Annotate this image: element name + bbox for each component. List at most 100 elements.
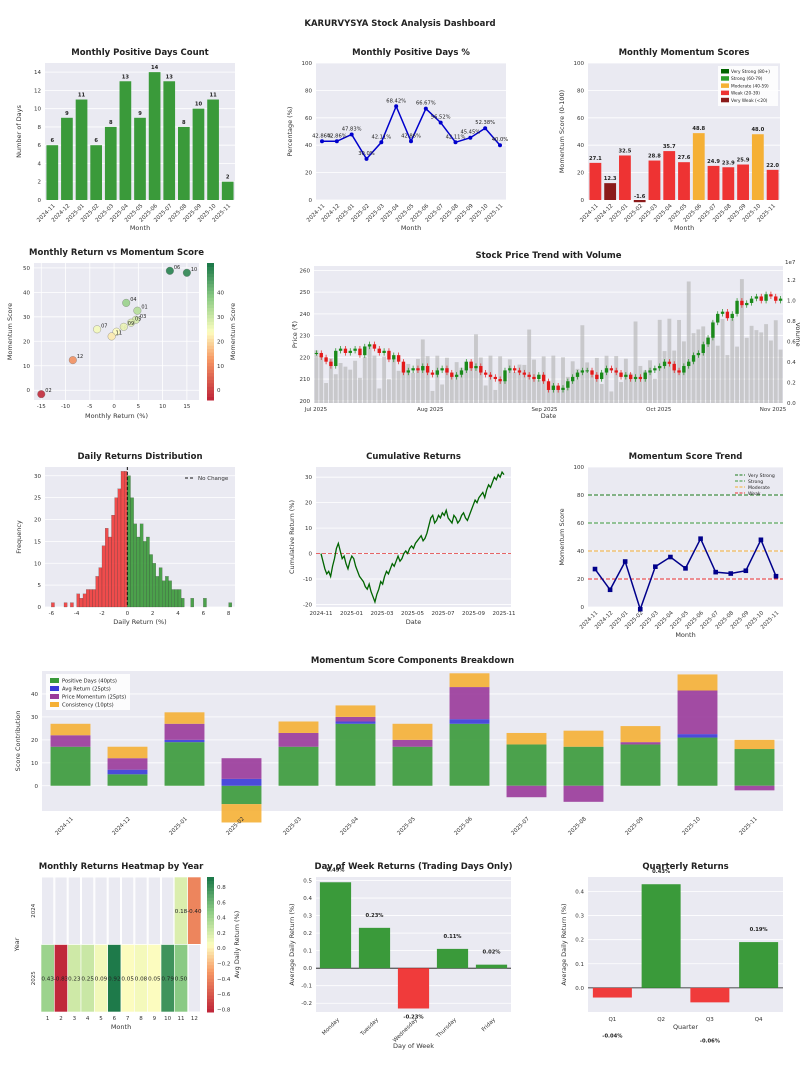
heatmap-cell-label: 0.79 — [161, 976, 174, 982]
y-axis-label: Number of Days — [15, 105, 23, 158]
candle-body — [425, 366, 430, 373]
colorbar-segment — [207, 920, 214, 925]
bar-value-label: -0.04% — [602, 1034, 623, 1040]
stacked-bar-segment — [506, 785, 547, 798]
colorbar-segment — [207, 263, 214, 267]
y-tick-label: 0 — [309, 552, 313, 558]
x-tick-label: Wednesday — [392, 1017, 419, 1044]
legend-swatch — [721, 90, 729, 96]
x-tick-label: 4 — [176, 611, 180, 617]
bar — [648, 160, 661, 200]
volume-bar — [512, 372, 517, 403]
data-point — [349, 132, 354, 137]
colorbar-segment — [207, 931, 214, 935]
colorbar-segment — [207, 314, 214, 319]
histogram-bar — [174, 589, 179, 608]
bar-value-label: 11 — [209, 93, 217, 99]
y-tick-label: 0.4 — [575, 889, 584, 895]
colorbar-segment — [207, 985, 214, 989]
histogram-bar — [98, 567, 103, 608]
chart-title: Monthly Return vs Momentum Score — [29, 248, 204, 258]
stacked-bar-segment — [221, 778, 262, 786]
candle-body — [503, 370, 507, 382]
volume-bar — [396, 370, 401, 403]
histogram-bar — [203, 598, 207, 608]
candle-body — [575, 372, 580, 377]
colorbar-segment — [207, 907, 214, 912]
candle-body — [595, 374, 599, 380]
scatter-point — [93, 325, 102, 334]
colorbar-segment — [207, 376, 214, 380]
candle-body — [396, 355, 401, 362]
bar — [119, 81, 132, 200]
histogram-bar — [95, 576, 99, 608]
volume-bar — [314, 350, 319, 403]
volume-bar — [445, 357, 449, 403]
colorbar-segment — [207, 396, 214, 401]
colorbar-segment — [207, 321, 214, 326]
candle-body — [445, 368, 449, 373]
colorbar: 0 10 20 30 40 Momentum Score — [207, 263, 237, 401]
volume-bar — [527, 329, 532, 403]
y-tick-label: 0 — [35, 784, 39, 790]
bar-value-label: 6 — [94, 138, 98, 144]
volume-bar — [507, 359, 512, 403]
legend-swatch — [721, 69, 729, 74]
volume-bar — [633, 321, 638, 403]
y-tick-label: 30 — [34, 474, 41, 480]
colorbar-segment — [207, 941, 214, 945]
colorbar-segment — [207, 307, 214, 312]
heatmap-cell-label: -0.40 — [187, 909, 202, 915]
candle-body — [551, 385, 556, 390]
candle-body — [716, 313, 720, 323]
volume-bar — [556, 385, 561, 403]
chart-title: Day of Week Returns (Trading Days Only) — [315, 862, 513, 872]
colorbar: 0.8 0.6 0.4 0.2 0.0 −0.2 −0.4 −0.6 −0.8 Avg Daily… — [207, 877, 241, 1013]
data-point — [394, 104, 399, 109]
y2-multiplier: 1e7 — [785, 260, 796, 266]
legend: Positive Days (40pts) Avg Return (25pts) P… — [46, 674, 130, 710]
histogram-bar — [139, 523, 144, 608]
candle-body — [459, 370, 464, 375]
data-label: 42.86% — [312, 133, 332, 139]
x-tick-label: 2025-01 — [340, 611, 363, 617]
y-tick-label: 10 — [34, 561, 41, 567]
data-label: 66.67% — [416, 101, 436, 107]
colorbar-segment — [207, 991, 214, 996]
y2-axis-label: Volume — [794, 322, 800, 346]
bar-value-label: 12.3 — [604, 176, 617, 182]
x-axis-label: Quarter — [673, 1023, 698, 1031]
point-label: 01 — [141, 305, 147, 311]
candle-body — [435, 370, 439, 375]
heatmap-cell-empty — [134, 876, 148, 945]
scatter-point — [107, 332, 116, 341]
heatmap-cell-empty — [121, 876, 135, 945]
volume-bar — [623, 358, 628, 403]
y2-tick-label: 0.6 — [787, 340, 796, 346]
x-tick-label: Jul 2025 — [304, 407, 328, 413]
stacked-bar-segment — [335, 723, 376, 786]
colorbar-segment — [207, 328, 214, 332]
colorbar-segment — [207, 341, 214, 346]
colorbar-segment — [207, 883, 214, 888]
y-tick-label: 30 — [305, 475, 312, 481]
candle-body — [711, 322, 715, 338]
y-tick-label: 0.0 — [303, 966, 312, 972]
volume-bar — [744, 337, 749, 403]
colorbar-segment — [207, 897, 214, 902]
bar — [690, 987, 730, 1003]
legend-label: Avg Return (25pts) — [62, 687, 111, 693]
data-point — [334, 139, 339, 144]
x-tick-label: 2025-08 — [567, 816, 588, 837]
colorbar-segment — [207, 304, 214, 309]
colorbar-segment — [207, 981, 214, 986]
y-tick-label: 40 — [31, 692, 38, 698]
y-tick-label: 260 — [300, 268, 311, 274]
y-tick-label: 0.3 — [303, 914, 312, 920]
x-tick-label: 2025-04 — [339, 816, 360, 837]
candle-body — [619, 372, 623, 377]
bar-value-label: 32.5 — [619, 148, 632, 154]
stacked-bar-segment — [50, 746, 91, 786]
stacked-bar-segment — [335, 716, 376, 722]
candle-body — [464, 361, 468, 371]
